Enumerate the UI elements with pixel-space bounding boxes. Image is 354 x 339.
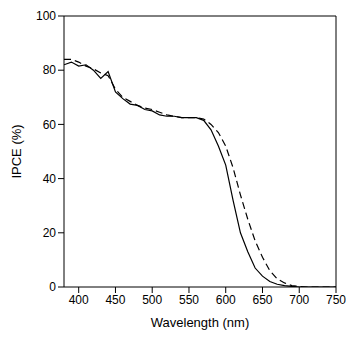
svg-text:550: 550 [179, 293, 199, 307]
svg-text:450: 450 [105, 293, 125, 307]
svg-text:20: 20 [43, 226, 57, 240]
svg-text:Wavelength (nm): Wavelength (nm) [151, 315, 250, 330]
svg-text:500: 500 [142, 293, 162, 307]
svg-text:0: 0 [49, 280, 56, 294]
svg-text:600: 600 [216, 293, 236, 307]
svg-text:750: 750 [326, 293, 346, 307]
svg-text:80: 80 [43, 63, 57, 77]
svg-text:60: 60 [43, 118, 57, 132]
svg-text:100: 100 [36, 9, 56, 23]
svg-text:IPCE (%): IPCE (%) [9, 124, 24, 178]
svg-text:40: 40 [43, 172, 57, 186]
svg-text:400: 400 [69, 293, 89, 307]
svg-text:650: 650 [252, 293, 272, 307]
svg-text:700: 700 [289, 293, 309, 307]
